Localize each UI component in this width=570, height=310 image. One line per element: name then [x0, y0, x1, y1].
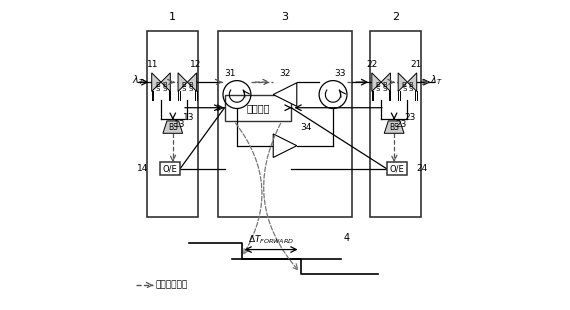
Bar — [387, 162, 408, 175]
Polygon shape — [178, 73, 188, 91]
Polygon shape — [188, 73, 197, 91]
Polygon shape — [273, 83, 297, 106]
Text: 34: 34 — [300, 123, 311, 132]
Text: B: B — [382, 82, 386, 88]
Text: S: S — [402, 86, 406, 92]
Text: 24: 24 — [417, 164, 428, 174]
Text: 14: 14 — [137, 164, 149, 174]
Text: S: S — [376, 86, 380, 92]
Polygon shape — [273, 134, 297, 157]
Text: 13: 13 — [174, 120, 185, 129]
Text: B: B — [376, 82, 380, 88]
Text: O/E: O/E — [390, 164, 405, 174]
Text: S: S — [182, 86, 186, 92]
Polygon shape — [152, 73, 161, 91]
Text: BS: BS — [389, 122, 399, 132]
Bar — [160, 162, 180, 175]
Text: B: B — [408, 82, 413, 88]
Text: B: B — [156, 82, 160, 88]
Text: 31: 31 — [224, 69, 236, 78]
Bar — [218, 31, 352, 217]
Polygon shape — [161, 73, 170, 91]
Text: B: B — [402, 82, 406, 88]
Text: 4: 4 — [344, 233, 350, 243]
Text: 32: 32 — [279, 69, 291, 78]
Text: 23: 23 — [404, 113, 416, 122]
Text: $\Delta T_{FORWARD}$: $\Delta T_{FORWARD}$ — [248, 234, 294, 246]
Text: 23: 23 — [396, 120, 407, 129]
Text: S: S — [189, 86, 193, 92]
Text: 13: 13 — [183, 113, 194, 122]
Bar — [370, 31, 421, 217]
Polygon shape — [381, 73, 390, 91]
Text: S: S — [156, 86, 160, 92]
Text: 21: 21 — [410, 60, 422, 69]
Text: 1: 1 — [169, 12, 176, 22]
Polygon shape — [408, 73, 417, 91]
Text: 2: 2 — [392, 12, 400, 22]
Polygon shape — [372, 73, 381, 91]
Text: 前向时延测量: 前向时延测量 — [156, 281, 188, 290]
Text: $\lambda_T$: $\lambda_T$ — [430, 74, 443, 87]
Text: 延时测量: 延时测量 — [246, 103, 270, 113]
Text: S: S — [382, 86, 386, 92]
Polygon shape — [163, 121, 182, 133]
Text: 3: 3 — [282, 12, 288, 22]
Text: 12: 12 — [190, 60, 202, 69]
Text: B: B — [182, 82, 186, 88]
Text: B: B — [188, 82, 193, 88]
Text: B: B — [162, 82, 166, 88]
Text: $\lambda_T$: $\lambda_T$ — [132, 74, 144, 87]
Text: 33: 33 — [334, 69, 346, 78]
Text: BS: BS — [168, 122, 178, 132]
Text: S: S — [162, 86, 166, 92]
Bar — [225, 95, 291, 121]
Polygon shape — [398, 73, 408, 91]
Text: S: S — [409, 86, 413, 92]
Text: 22: 22 — [367, 60, 378, 69]
Polygon shape — [384, 121, 404, 133]
Text: 11: 11 — [146, 60, 158, 69]
Text: O/E: O/E — [162, 164, 177, 174]
Bar — [147, 31, 198, 217]
